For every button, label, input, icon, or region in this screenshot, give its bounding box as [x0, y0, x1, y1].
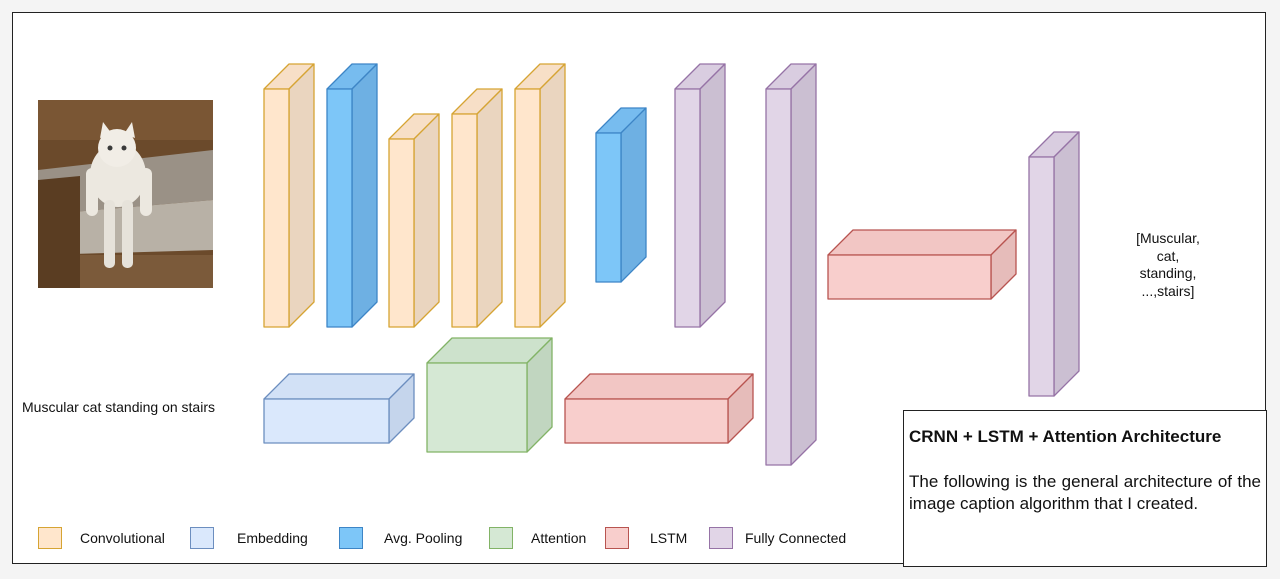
- output-line-1: [Muscular,: [1136, 230, 1200, 246]
- info-title: CRNN + LSTM + Attention Architecture: [909, 427, 1222, 446]
- legend-swatch-lstm: [605, 527, 629, 549]
- legend-label-avg-pooling: Avg. Pooling: [384, 530, 463, 546]
- output-line-4: ...,stairs]: [1141, 282, 1195, 299]
- conv-block-3: [451, 88, 503, 328]
- legend-label-lstm: LSTM: [650, 530, 688, 546]
- input-text-caption: Muscular cat standing on stairs: [22, 399, 215, 415]
- legend-label-fully-connected: Fully Connected: [745, 530, 847, 546]
- conv-block-1: [263, 63, 315, 328]
- info-description: The following is the general architectur…: [909, 472, 1261, 513]
- legend-swatch-convolutional: [38, 527, 62, 549]
- lstm-block-1: [564, 373, 754, 444]
- legend-swatch-attention: [489, 527, 513, 549]
- legend-swatch-fully-connected: [709, 527, 733, 549]
- conv-block-2: [388, 113, 440, 328]
- legend-swatch-avg-pooling: [339, 527, 363, 549]
- avg-pool-block-2: [595, 107, 647, 283]
- output-line-3: standing,: [1139, 265, 1197, 281]
- conv-block-4: [514, 63, 566, 328]
- input-cat-image: [38, 100, 213, 288]
- info-box: CRNN + LSTM + Attention Architecture The…: [903, 410, 1267, 567]
- lstm-block-2: [827, 229, 1017, 300]
- legend-label-convolutional: Convolutional: [80, 530, 165, 546]
- fc-block-2: [765, 63, 817, 466]
- attention-block: [426, 337, 553, 453]
- embedding-block: [263, 373, 415, 444]
- avg-pool-block-1: [326, 63, 378, 328]
- legend-label-embedding: Embedding: [237, 530, 308, 546]
- fc-block-3: [1028, 131, 1080, 397]
- legend-swatch-embedding: [190, 527, 214, 549]
- output-caption: [Muscular, cat, standing, ...,stairs]: [1118, 230, 1218, 300]
- fc-block-1: [674, 63, 726, 328]
- legend-label-attention: Attention: [531, 530, 587, 546]
- output-line-2: cat,: [1156, 247, 1180, 264]
